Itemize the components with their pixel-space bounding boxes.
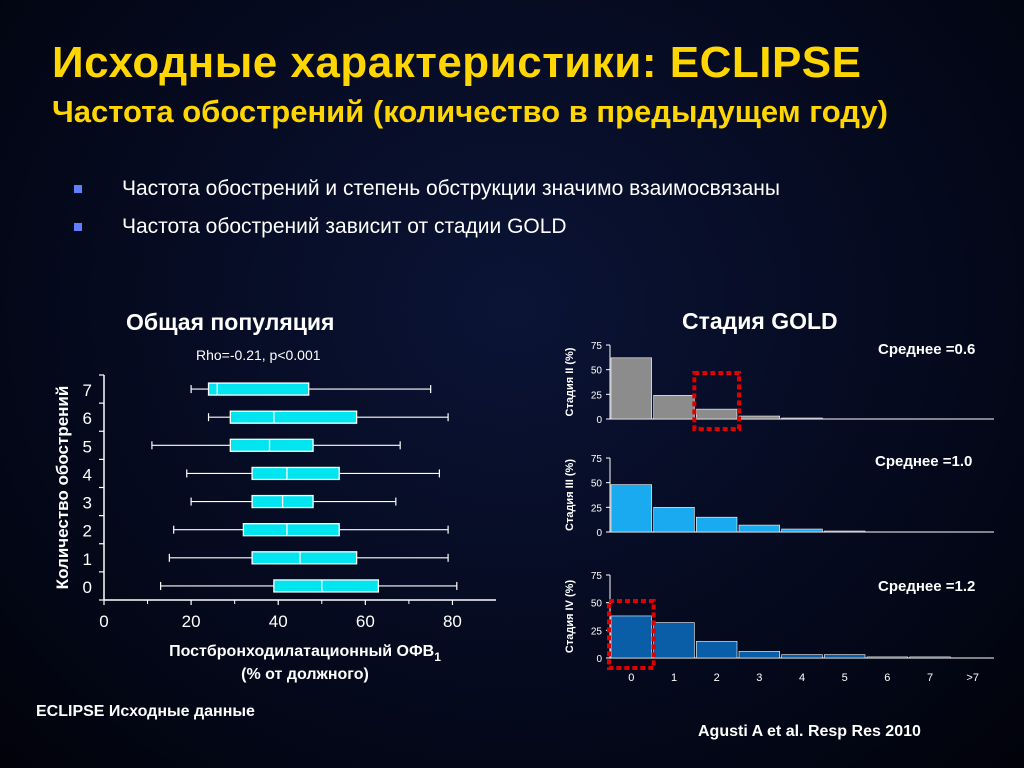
bullet-item: Частота обострений зависит от стадии GOL…: [74, 210, 780, 248]
y-tick-label: 0: [596, 528, 602, 539]
x-axis-label-line2: (% от должного): [241, 666, 369, 683]
x-tick-label: >7: [966, 672, 979, 684]
iqr-box: [229, 438, 314, 452]
mean-label-stage3: Среднее =1.0: [875, 453, 973, 470]
bar: [653, 622, 695, 659]
bar: [781, 417, 823, 420]
iqr-box: [207, 382, 310, 396]
bar: [781, 528, 823, 533]
boxplot-chart: 0 1 2 3 4 5 6 7 0 20 40 60 80 Количество обострений По…: [53, 374, 496, 683]
mean-label-stage2: Среднее =0.6: [878, 341, 976, 358]
bar: [738, 415, 780, 420]
bar: [909, 656, 951, 659]
correlation-stat: Rho=-0.21, p<0.001: [196, 347, 321, 363]
x-tick-label: 6: [884, 672, 890, 684]
bar: [738, 651, 780, 659]
y-tick-label: 50: [591, 599, 603, 610]
y-tick-label: 25: [591, 390, 603, 401]
y-axis-label: Количество обострений: [53, 386, 72, 590]
y-tick-label: 5: [83, 437, 92, 456]
footnote: ECLIPSE Исходные данные: [36, 703, 255, 720]
x-tick-label: 5: [842, 672, 848, 684]
highlight-box: [692, 371, 741, 431]
mean-label-stage4: Среднее =1.2: [878, 578, 976, 595]
bar: [866, 656, 908, 659]
y-tick-label: 75: [591, 571, 603, 582]
bar: [696, 641, 738, 659]
y-tick-label: 75: [591, 454, 603, 465]
y-tick-label: 0: [596, 415, 602, 426]
x-tick-label: 3: [756, 672, 762, 684]
y-tick-label: 1: [83, 550, 92, 569]
bar: [781, 654, 823, 659]
panel-y-label: Стадия IV (%): [564, 580, 576, 654]
bar: [824, 654, 866, 659]
x-tick-label: 40: [269, 612, 288, 631]
right-panel-title: Стадия GOLD: [682, 308, 838, 334]
x-tick-label: 2: [714, 672, 720, 684]
x-tick-label: 1: [671, 672, 677, 684]
x-tick-label: 0: [628, 672, 634, 684]
iqr-box: [229, 410, 358, 424]
iqr-box: [251, 466, 340, 481]
x-axis-label-subscript: 1: [434, 650, 441, 664]
bullet-square-icon: [74, 223, 82, 231]
iqr-box: [251, 551, 358, 565]
y-tick-label: 50: [591, 366, 603, 377]
panel-y-label: Стадия III (%): [564, 459, 576, 531]
iqr-box: [273, 579, 380, 593]
y-tick-label: 0: [83, 578, 92, 597]
y-tick-label: 4: [83, 465, 92, 484]
y-tick-label: 7: [83, 381, 92, 400]
y-tick-label: 25: [591, 626, 603, 637]
y-tick-label: 0: [596, 654, 602, 665]
x-axis-label-line1: Постбронходилатационный ОФВ1: [169, 643, 441, 664]
iqr-box: [242, 523, 340, 537]
bar: [696, 408, 738, 420]
bar: [653, 395, 695, 420]
bar: [610, 357, 652, 420]
bar: [610, 615, 652, 659]
y-tick-label: 2: [83, 522, 92, 541]
x-tick-label: 0: [99, 612, 108, 631]
bar: [610, 484, 652, 533]
y-tick-label: 3: [83, 494, 92, 513]
x-tick-label: 7: [927, 672, 933, 684]
y-tick-label: 6: [83, 409, 92, 428]
left-panel-title: Общая популяция: [126, 309, 335, 335]
bullet-text: Частота обострений и степень обструкции …: [122, 177, 780, 200]
bar: [738, 524, 780, 533]
bar: [653, 507, 695, 533]
x-tick-label: 60: [356, 612, 375, 631]
y-tick-label: 75: [591, 341, 603, 352]
x-tick-label: 4: [799, 672, 805, 684]
slide-subtitle: Частота обострений (количество в предыду…: [52, 94, 888, 129]
slide-title: Исходные характеристики: ECLIPSE: [52, 38, 862, 87]
bullet-square-icon: [74, 185, 82, 193]
y-tick-label: 25: [591, 503, 603, 514]
bullet-list: Частота обострений и степень обструкции …: [74, 172, 780, 248]
citation: Agusti A et al. Resp Res 2010: [698, 723, 921, 740]
y-tick-label: 50: [591, 479, 603, 490]
x-tick-label: 80: [443, 612, 462, 631]
x-tick-label: 20: [182, 612, 201, 631]
bar: [696, 516, 738, 533]
panel-y-label: Стадия II (%): [564, 347, 576, 416]
bar: [824, 530, 866, 533]
bullet-item: Частота обострений и степень обструкции …: [74, 172, 780, 210]
bullet-text: Частота обострений зависит от стадии GOL…: [122, 215, 567, 238]
